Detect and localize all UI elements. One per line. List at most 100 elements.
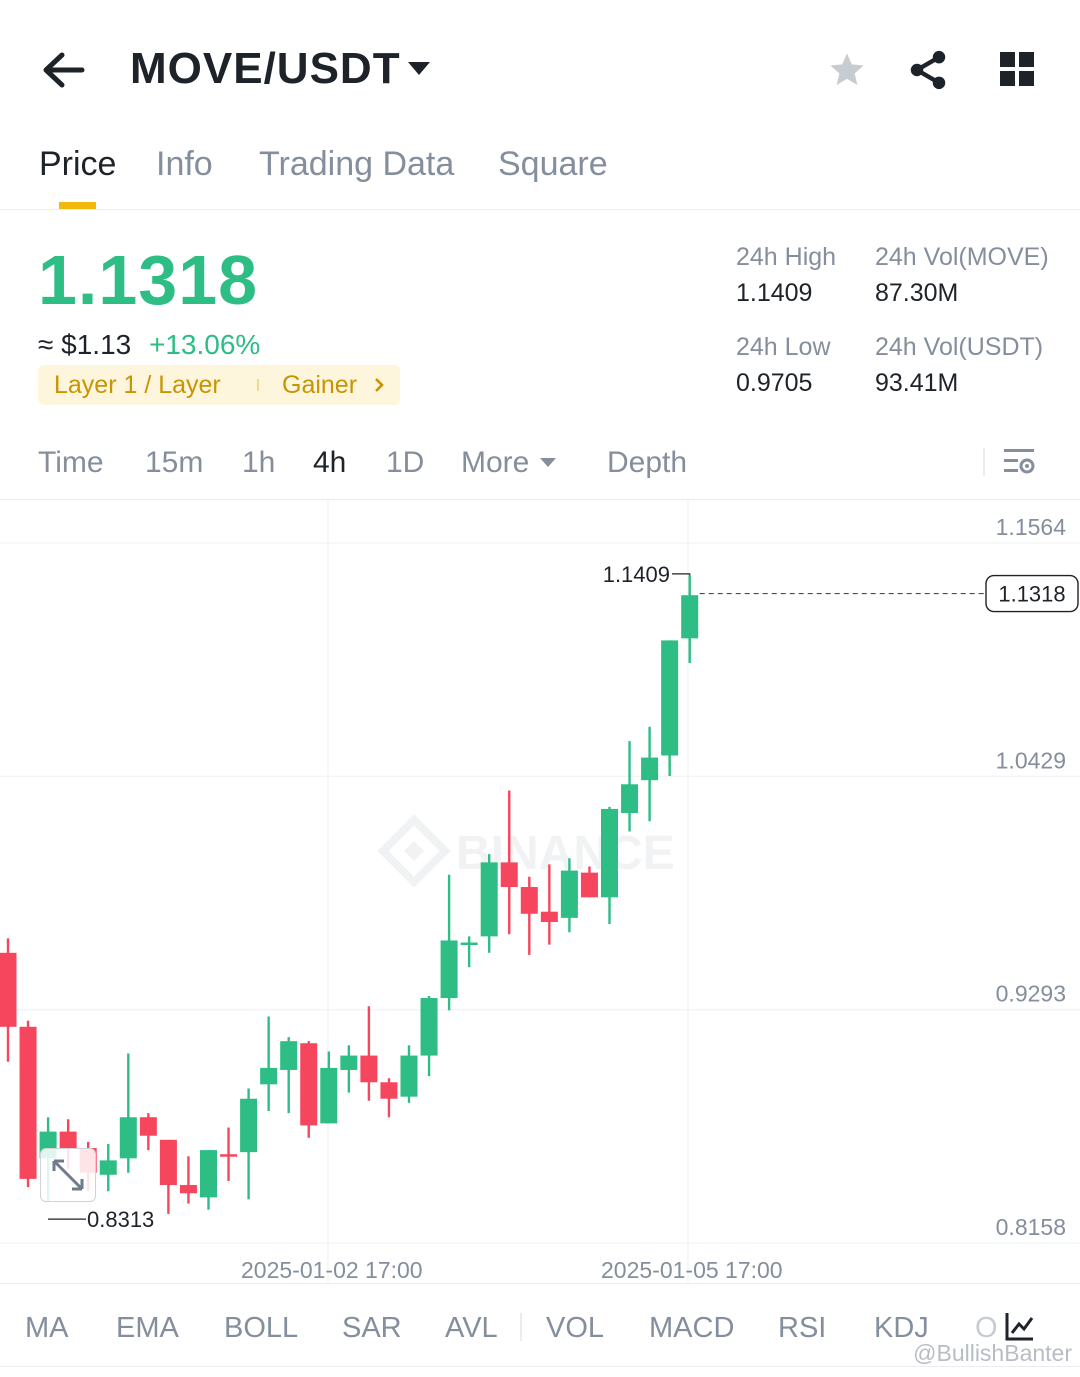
candle — [641, 726, 659, 822]
candle-body — [621, 784, 639, 814]
high-marker-label: 1.1409 — [603, 562, 670, 587]
grid-icon[interactable] — [998, 50, 1036, 88]
candle — [500, 790, 518, 935]
candle-body — [681, 595, 699, 639]
expand-icon — [52, 1159, 84, 1191]
more-caret-icon[interactable] — [540, 458, 556, 467]
candle-body — [560, 870, 578, 918]
candle-body — [661, 640, 679, 756]
chart-bottom-divider — [0, 1283, 1080, 1284]
indicator-boll[interactable]: BOLL — [224, 1312, 299, 1344]
candle-body — [280, 1041, 298, 1070]
price-change: +13.06% — [149, 329, 261, 360]
back-arrow-icon[interactable] — [40, 50, 86, 90]
candle — [580, 866, 598, 898]
share-icon[interactable] — [906, 48, 950, 92]
indicator-kdj[interactable]: KDJ — [874, 1312, 929, 1344]
tab-square[interactable]: Square — [498, 145, 608, 183]
indicator-rsi[interactable]: RSI — [778, 1312, 827, 1344]
last-price: 1.1318 — [38, 241, 259, 319]
tf-4h[interactable]: 4h — [313, 446, 347, 479]
footer-divider — [0, 1366, 1080, 1367]
candle — [240, 1088, 258, 1200]
candle — [601, 806, 618, 925]
candle-body — [440, 940, 458, 999]
candle-body — [119, 1117, 137, 1159]
candle-body — [480, 862, 498, 937]
candle — [540, 864, 558, 945]
indicator-macd[interactable]: MACD — [649, 1312, 735, 1344]
candle — [280, 1037, 298, 1114]
tag-category[interactable]: Layer 1 / Layer — [54, 371, 221, 399]
indicator-avl[interactable]: AVL — [445, 1312, 498, 1344]
indicator-chart-icon[interactable] — [1004, 1310, 1036, 1342]
low-label: 24h Low — [736, 333, 831, 361]
tab-price[interactable]: Price — [39, 145, 117, 183]
current-price-label: 1.1318 — [998, 582, 1065, 607]
candle — [320, 1051, 338, 1124]
binance-watermark: BINANCE — [377, 814, 675, 888]
candle-body — [500, 862, 518, 888]
tag-separator — [257, 379, 259, 391]
candle-body — [420, 998, 438, 1056]
candle — [560, 858, 578, 933]
source-watermark: @BullishBanter — [913, 1340, 1072, 1366]
candle-body — [19, 1026, 37, 1179]
candlestick-chart[interactable]: 1.1564 1.0429 0.9293 0.8158 BINANCE 1.1409 0… — [0, 500, 1080, 1283]
pair-title[interactable]: MOVE/USDT — [130, 44, 401, 93]
tf-15m[interactable]: 15m — [145, 446, 204, 479]
candle-body — [99, 1160, 117, 1175]
tag-gainer[interactable]: Gainer — [282, 371, 358, 399]
candle-body — [641, 757, 659, 781]
tf-depth[interactable]: Depth — [607, 446, 688, 479]
candle — [300, 1041, 318, 1138]
candle-body — [520, 887, 538, 914]
chevron-right-icon[interactable] — [372, 377, 386, 393]
vol-quote-value: 93.41M — [875, 369, 959, 397]
indicator-sar[interactable]: SAR — [342, 1312, 402, 1344]
high-marker-line — [672, 573, 691, 575]
indicator-ma[interactable]: MA — [25, 1312, 69, 1344]
low-marker-label: 0.8313 — [87, 1207, 154, 1232]
tf-divider — [983, 448, 985, 476]
candle-body — [260, 1067, 278, 1085]
tf-more[interactable]: More — [461, 446, 530, 479]
current-price-tag[interactable] — [985, 574, 1079, 613]
candle-body — [179, 1185, 197, 1194]
candle — [681, 574, 699, 664]
tf-time[interactable]: Time — [38, 446, 104, 479]
candle — [400, 1045, 418, 1103]
candle — [480, 854, 498, 953]
tf-1h[interactable]: 1h — [242, 446, 276, 479]
chart-settings-icon[interactable] — [1002, 446, 1038, 478]
candle — [380, 1078, 398, 1118]
indicator-ema[interactable]: EMA — [116, 1312, 179, 1344]
candle — [179, 1156, 197, 1204]
star-icon[interactable] — [826, 50, 868, 90]
candle — [520, 876, 538, 955]
candle — [99, 1143, 117, 1192]
candle-body — [59, 1131, 77, 1149]
candle — [621, 741, 639, 832]
candle-body — [0, 952, 17, 1027]
candle — [440, 874, 458, 1011]
candle-body — [580, 872, 598, 898]
indicator-divider — [520, 1313, 522, 1341]
candle-body — [240, 1098, 258, 1153]
chevron-down-icon[interactable] — [408, 62, 430, 75]
indicator-more[interactable]: O — [975, 1312, 998, 1344]
expand-chart-button[interactable] — [40, 1148, 96, 1202]
low-value: 0.9705 — [736, 369, 813, 397]
candle — [460, 936, 478, 968]
candle — [360, 1006, 378, 1101]
indicator-vol[interactable]: VOL — [546, 1312, 605, 1344]
tf-1d[interactable]: 1D — [386, 446, 425, 479]
x-tick-label: 2025-01-05 17:00 — [601, 1257, 783, 1283]
tabs-divider — [0, 209, 1080, 210]
candle-body — [400, 1055, 418, 1097]
vol-base-label: 24h Vol(MOVE) — [875, 243, 1049, 271]
tab-trading-data[interactable]: Trading Data — [259, 145, 455, 183]
tab-info[interactable]: Info — [156, 145, 213, 183]
candle-body — [300, 1043, 318, 1126]
tag-box[interactable] — [38, 365, 400, 405]
